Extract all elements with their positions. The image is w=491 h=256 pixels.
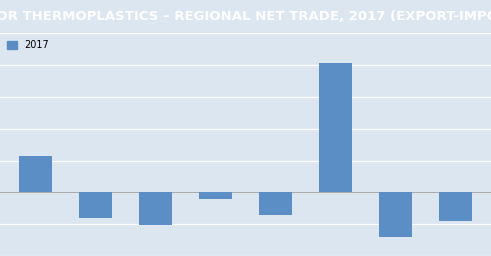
Bar [139, 192, 172, 226]
Bar [319, 63, 352, 192]
Text: MAJOR THERMOPLASTICS – REGIONAL NET TRADE, 2017 (EXPORT-IMPORT): MAJOR THERMOPLASTICS – REGIONAL NET TRAD… [0, 10, 491, 23]
Bar [80, 192, 112, 218]
Bar [20, 156, 53, 192]
Legend: 2017: 2017 [5, 38, 51, 52]
Bar [438, 192, 471, 221]
Bar [259, 192, 292, 215]
Bar [379, 192, 411, 237]
Bar [199, 192, 232, 199]
